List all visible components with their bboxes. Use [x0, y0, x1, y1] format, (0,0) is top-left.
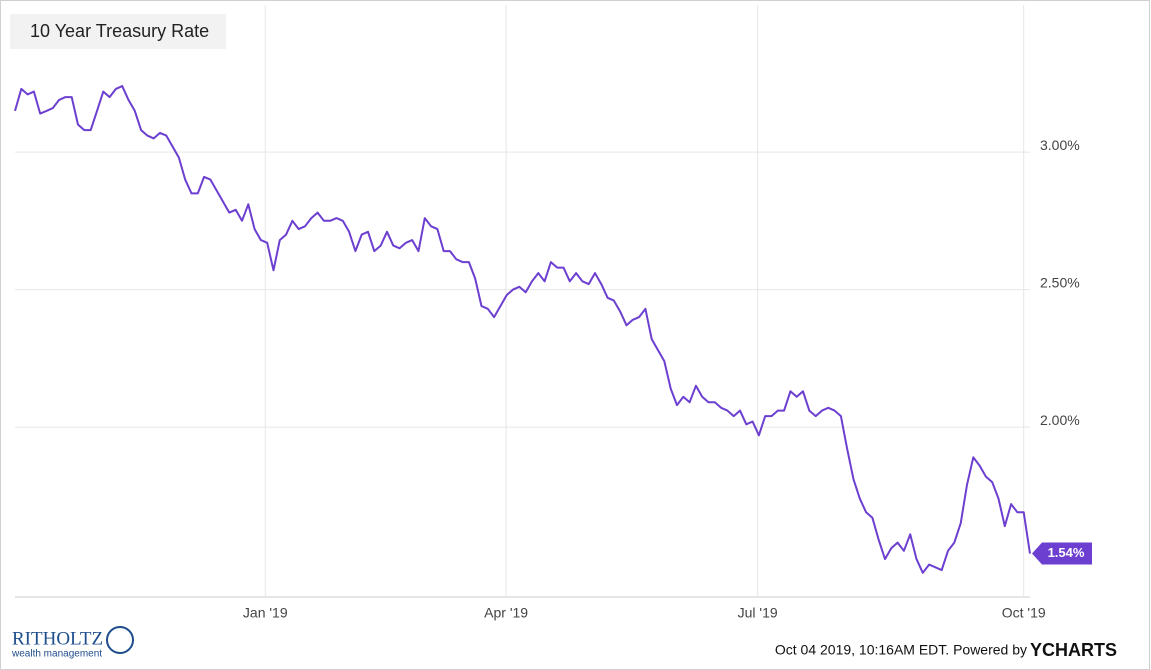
logo-sub: wealth management: [11, 649, 102, 660]
logo: RITHOLTZ: [12, 628, 103, 649]
current-value-label: 1.54%: [1048, 545, 1085, 560]
x-tick-label: Oct '19: [1002, 605, 1046, 621]
x-tick-label: Jul '19: [738, 605, 778, 621]
x-tick-label: Apr '19: [484, 605, 528, 621]
y-tick-label: 3.00%: [1040, 137, 1080, 153]
chart-title: 10 Year Treasury Rate: [30, 21, 209, 41]
footer-timestamp: Oct 04 2019, 10:16AM EDT. Powered by: [775, 642, 1027, 658]
x-tick-label: Jan '19: [243, 605, 288, 621]
current-value-tag: [1032, 542, 1092, 565]
y-tick-label: 2.50%: [1040, 274, 1080, 290]
series-line: [14, 85, 1031, 574]
y-tick-label: 2.00%: [1040, 412, 1080, 428]
footer-brand: YCHARTS: [1030, 640, 1117, 660]
marks: 1.54%: [14, 85, 1092, 574]
title-box: [10, 14, 226, 49]
logo-mark: [106, 626, 134, 654]
